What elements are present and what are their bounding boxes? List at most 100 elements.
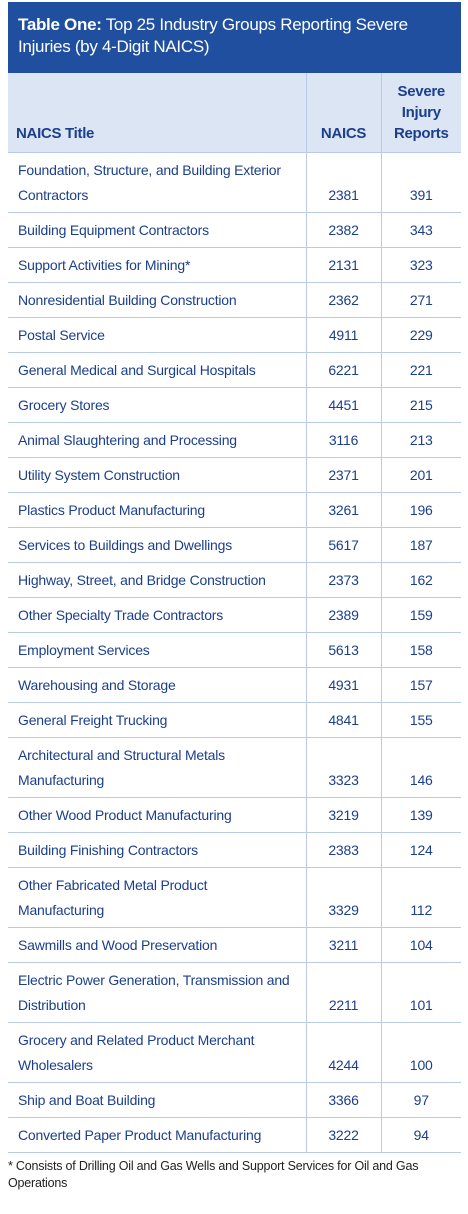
naics-code: 5613 xyxy=(305,632,381,668)
table-row: Nonresidential Building Construction 2362… xyxy=(8,282,461,318)
injury-count: 101 xyxy=(380,962,461,1023)
table-row: General Freight Trucking 4841 155 xyxy=(8,702,461,738)
naics-code: 2131 xyxy=(305,247,381,283)
injury-count: 187 xyxy=(380,527,461,563)
table-body: Foundation, Structure, and Building Exte… xyxy=(8,152,461,1153)
industry-name: Warehousing and Storage xyxy=(8,667,306,703)
injury-count: 391 xyxy=(380,152,461,213)
naics-code: 3116 xyxy=(305,422,381,458)
injury-count: 229 xyxy=(380,317,461,353)
header-cell: NAICS Title xyxy=(8,73,306,153)
naics-code: 2381 xyxy=(305,152,381,213)
industry-name: General Freight Trucking xyxy=(8,702,306,738)
injury-count: 159 xyxy=(380,597,461,633)
naics-code: 3366 xyxy=(305,1082,381,1118)
naics-code: 2373 xyxy=(305,562,381,598)
industry-name: Electric Power Generation, Transmission … xyxy=(8,962,306,1023)
table-row: General Medical and Surgical Hospitals 62… xyxy=(8,352,461,388)
naics-code: 4451 xyxy=(305,387,381,423)
naics-code: 4841 xyxy=(305,702,381,738)
industry-name: Employment Services xyxy=(8,632,306,668)
footnote: * Consists of Drilling Oil and Gas Wells… xyxy=(8,1159,419,1190)
naics-code: 4244 xyxy=(305,1022,381,1083)
table-row: Warehousing and Storage 4931 157 xyxy=(8,667,461,703)
table-row: Foundation, Structure, and Building Exte… xyxy=(8,152,461,213)
industry-name: Support Activities for Mining* xyxy=(8,247,306,283)
industry-name: Postal Service xyxy=(8,317,306,353)
naics-code: 4931 xyxy=(305,667,381,703)
industry-name: Other Fabricated Metal Product Manufactu… xyxy=(8,867,306,928)
injury-count: 155 xyxy=(380,702,461,738)
naics-code: 3329 xyxy=(305,867,381,928)
industry-name: Building Equipment Contractors xyxy=(8,212,306,248)
injury-count: 343 xyxy=(380,212,461,248)
industry-name: Nonresidential Building Construction xyxy=(8,282,306,318)
naics-code: 6221 xyxy=(305,352,381,388)
injury-count: 221 xyxy=(380,352,461,388)
injury-count: 323 xyxy=(380,247,461,283)
table-row: Building Finishing Contractors 2383 124 xyxy=(8,832,461,868)
industry-name: Plastics Product Manufacturing xyxy=(8,492,306,528)
table-row: Support Activities for Mining* 2131 323 xyxy=(8,247,461,283)
header-cell: Severe Injury Reports xyxy=(380,73,461,153)
title-label: Table One: xyxy=(18,15,102,34)
naics-code: 5617 xyxy=(305,527,381,563)
naics-code: 2383 xyxy=(305,832,381,868)
table-row: Other Wood Product Manufacturing 3219 139 xyxy=(8,797,461,833)
naics-code: 3261 xyxy=(305,492,381,528)
injury-count: 271 xyxy=(380,282,461,318)
table-row: Electric Power Generation, Transmission … xyxy=(8,962,461,1023)
naics-code: 3211 xyxy=(305,927,381,963)
injury-count: 201 xyxy=(380,457,461,493)
industry-name: Highway, Street, and Bridge Construction xyxy=(8,562,306,598)
table: NAICS Title NAICS Severe Injury Reports Fo… xyxy=(8,73,461,1153)
injury-count: 112 xyxy=(380,867,461,928)
table-row: Plastics Product Manufacturing 3261 196 xyxy=(8,492,461,528)
table-row: Highway, Street, and Bridge Construction… xyxy=(8,562,461,598)
title-bar: Table One: Top 25 Industry Groups Report… xyxy=(8,2,461,73)
industry-name: Foundation, Structure, and Building Exte… xyxy=(8,152,306,213)
injury-count: 104 xyxy=(380,927,461,963)
industry-name: Other Specialty Trade Contractors xyxy=(8,597,306,633)
naics-code: 2211 xyxy=(305,962,381,1023)
injury-count: 196 xyxy=(380,492,461,528)
table-row: Postal Service 4911 229 xyxy=(8,317,461,353)
title-text: Top 25 Industry Groups Reporting Severe … xyxy=(18,15,408,56)
injury-count: 139 xyxy=(380,797,461,833)
table-row: Grocery and Related Product Merchant Who… xyxy=(8,1022,461,1083)
table-row: Other Fabricated Metal Product Manufactu… xyxy=(8,867,461,928)
injury-count: 146 xyxy=(380,737,461,798)
industry-name: Grocery Stores xyxy=(8,387,306,423)
industry-name: Converted Paper Product Manufacturing xyxy=(8,1117,306,1153)
naics-code: 2382 xyxy=(305,212,381,248)
table-card: Table One: Top 25 Industry Groups Report… xyxy=(8,2,461,1192)
naics-code: 3219 xyxy=(305,797,381,833)
table-row: Services to Buildings and Dwellings 5617 1… xyxy=(8,527,461,563)
table-row: Sawmills and Wood Preservation 3211 104 xyxy=(8,927,461,963)
industry-name: Animal Slaughtering and Processing xyxy=(8,422,306,458)
naics-code: 2362 xyxy=(305,282,381,318)
industry-name: Services to Buildings and Dwellings xyxy=(8,527,306,563)
table-row: Converted Paper Product Manufacturing 322… xyxy=(8,1117,461,1153)
naics-code: 3222 xyxy=(305,1117,381,1153)
table-row: Employment Services 5613 158 xyxy=(8,632,461,668)
injury-count: 100 xyxy=(380,1022,461,1083)
table-row: Utility System Construction 2371 201 xyxy=(8,457,461,493)
industry-name: General Medical and Surgical Hospitals xyxy=(8,352,306,388)
injury-count: 157 xyxy=(380,667,461,703)
injury-count: 213 xyxy=(380,422,461,458)
industry-name: Sawmills and Wood Preservation xyxy=(8,927,306,963)
table-row: Grocery Stores 4451 215 xyxy=(8,387,461,423)
table-row: Building Equipment Contractors 2382 343 xyxy=(8,212,461,248)
injury-count: 162 xyxy=(380,562,461,598)
injury-count: 158 xyxy=(380,632,461,668)
naics-code: 2371 xyxy=(305,457,381,493)
industry-name: Other Wood Product Manufacturing xyxy=(8,797,306,833)
table-row: Ship and Boat Building 3366 97 xyxy=(8,1082,461,1118)
table-row: Architectural and Structural Metals Manu… xyxy=(8,737,461,798)
industry-name: Grocery and Related Product Merchant Who… xyxy=(8,1022,306,1083)
table-row: Animal Slaughtering and Processing 3116 21… xyxy=(8,422,461,458)
injury-count: 97 xyxy=(380,1082,461,1118)
table-row: Other Specialty Trade Contractors 2389 159 xyxy=(8,597,461,633)
header-cell: NAICS xyxy=(305,73,381,153)
